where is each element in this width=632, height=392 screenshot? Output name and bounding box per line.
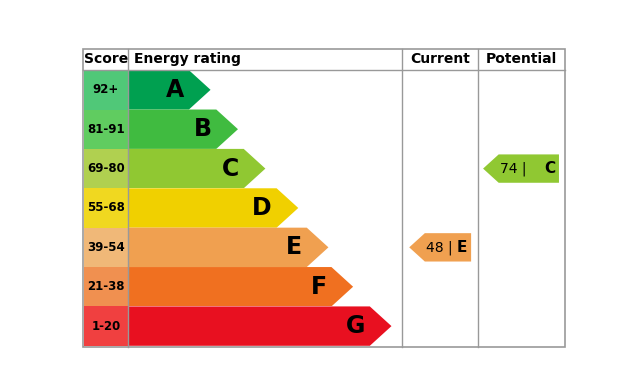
- Polygon shape: [128, 70, 210, 109]
- Polygon shape: [128, 109, 238, 149]
- Bar: [128, 109, 403, 149]
- Text: Score: Score: [84, 52, 128, 65]
- Bar: [83, 149, 128, 188]
- Text: 69-80: 69-80: [87, 162, 125, 175]
- Bar: [128, 70, 403, 109]
- Text: C: C: [544, 161, 555, 176]
- Text: 48 |: 48 |: [427, 240, 453, 254]
- Bar: [83, 70, 128, 109]
- Text: 39-54: 39-54: [87, 241, 125, 254]
- Polygon shape: [410, 233, 471, 261]
- Text: E: E: [457, 240, 467, 255]
- Polygon shape: [128, 188, 298, 228]
- Text: A: A: [166, 78, 185, 102]
- Bar: [128, 307, 403, 346]
- Bar: [128, 228, 403, 267]
- Text: F: F: [311, 275, 327, 299]
- Bar: [128, 188, 403, 228]
- Bar: [83, 188, 128, 228]
- Text: C: C: [222, 156, 239, 181]
- Text: 55-68: 55-68: [87, 201, 125, 214]
- Polygon shape: [128, 307, 391, 346]
- Polygon shape: [128, 267, 353, 307]
- Bar: [83, 228, 128, 267]
- Text: 81-91: 81-91: [87, 123, 125, 136]
- Text: Energy rating: Energy rating: [135, 52, 241, 65]
- Text: 74 |: 74 |: [500, 162, 526, 176]
- Text: 92+: 92+: [93, 83, 119, 96]
- Text: 1-20: 1-20: [92, 319, 121, 332]
- Text: Current: Current: [410, 52, 470, 65]
- Text: G: G: [346, 314, 365, 338]
- Bar: [128, 149, 403, 188]
- Text: D: D: [252, 196, 272, 220]
- Polygon shape: [483, 154, 559, 183]
- Text: B: B: [193, 117, 212, 141]
- Polygon shape: [128, 228, 329, 267]
- Polygon shape: [128, 149, 265, 188]
- Text: E: E: [286, 235, 302, 260]
- Text: 21-38: 21-38: [87, 280, 125, 293]
- Bar: [83, 267, 128, 307]
- Bar: [128, 267, 403, 307]
- Bar: [83, 307, 128, 346]
- Bar: [83, 109, 128, 149]
- Text: Potential: Potential: [485, 52, 557, 65]
